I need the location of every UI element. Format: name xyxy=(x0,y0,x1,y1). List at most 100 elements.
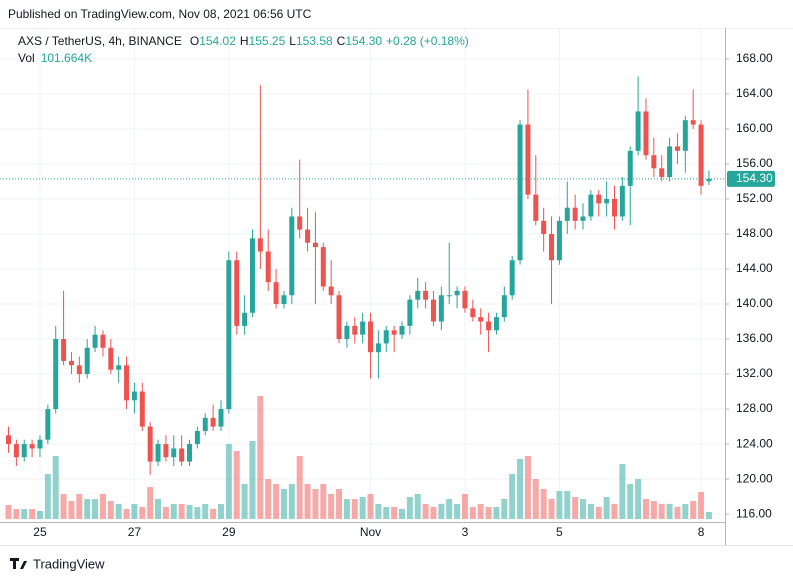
volume-bar xyxy=(29,509,36,519)
volume-bar xyxy=(257,396,264,519)
candle-body xyxy=(37,439,43,449)
candle-body xyxy=(659,168,665,178)
volume-bar xyxy=(351,499,358,519)
volume-bar xyxy=(265,479,272,519)
volume-bar xyxy=(595,507,602,519)
volume-bar xyxy=(13,509,20,519)
volume-bar xyxy=(178,503,185,519)
candle-body xyxy=(643,111,649,156)
volume-bar xyxy=(343,499,350,519)
x-tick-label: 3 xyxy=(462,525,469,539)
candle-body xyxy=(611,198,617,217)
last-price-box xyxy=(727,170,775,187)
volume-bar xyxy=(603,497,610,519)
candle-body xyxy=(352,325,358,335)
candle-body xyxy=(438,295,444,322)
candle-body xyxy=(320,247,326,287)
volume-bar xyxy=(501,499,508,519)
candle-body xyxy=(155,444,161,462)
candle-body xyxy=(139,391,145,427)
candle-body xyxy=(627,150,633,186)
volume-bar xyxy=(328,493,335,519)
volume-bar xyxy=(611,503,618,519)
legend-change: +0.28 (+0.18%) xyxy=(386,34,469,48)
volume-bar xyxy=(131,503,138,519)
volume-bar xyxy=(44,473,51,519)
volume-bar xyxy=(635,479,642,519)
y-tick-label: 140.00 xyxy=(736,296,773,310)
candle-body xyxy=(202,417,208,431)
volume-bar xyxy=(210,509,217,519)
candle-body xyxy=(690,120,696,125)
top-border xyxy=(0,28,793,29)
volume-bar xyxy=(587,503,594,519)
volume-bar xyxy=(139,507,146,519)
volume-bar xyxy=(155,499,162,519)
candle-body xyxy=(234,260,240,326)
volume-bar xyxy=(580,499,587,519)
y-tick-label: 152.00 xyxy=(736,191,773,205)
logo: TradingView xyxy=(10,556,105,571)
volume-bar xyxy=(532,479,539,519)
candle-body xyxy=(13,444,19,458)
logo-icon xyxy=(10,558,27,569)
volume-bar xyxy=(406,497,413,519)
candle-body xyxy=(187,444,193,462)
x-tick-label: 27 xyxy=(128,525,142,539)
volume-bar xyxy=(217,503,224,519)
candle-body xyxy=(375,343,381,353)
candle-body xyxy=(265,251,271,283)
volume-bar xyxy=(698,491,705,519)
candle-body xyxy=(517,124,523,261)
volume-bar xyxy=(249,441,256,519)
volume-bar xyxy=(674,507,681,519)
volume-bar xyxy=(162,507,169,519)
candle-body xyxy=(281,295,287,305)
volume-bar xyxy=(186,505,193,519)
volume-bar xyxy=(288,483,295,519)
volume-bar xyxy=(312,489,319,519)
candle-body xyxy=(454,290,460,296)
candle-body xyxy=(29,444,35,449)
volume-bar xyxy=(564,491,571,519)
volume-bar xyxy=(658,503,665,519)
volume-bar xyxy=(36,511,43,519)
volume-bar xyxy=(461,493,468,519)
candle-body xyxy=(399,325,405,335)
legend-value: 154.02 xyxy=(199,34,236,48)
candle-body xyxy=(226,260,232,410)
candle-body xyxy=(486,321,492,331)
legend-value: 153.58 xyxy=(296,34,333,48)
candle-body xyxy=(179,448,185,462)
volume-bar xyxy=(469,507,476,519)
candle-body xyxy=(131,391,137,401)
volume-bar xyxy=(84,499,91,519)
volume-bar xyxy=(391,507,398,519)
candle-body xyxy=(533,194,539,221)
volume-bar xyxy=(430,507,437,519)
candle-body xyxy=(549,233,555,261)
volume-bar xyxy=(194,507,201,519)
candle-body xyxy=(171,448,177,458)
candle-body xyxy=(100,334,106,348)
volume-bar xyxy=(99,493,106,519)
symbol: AXS / TetherUS, 4h, BINANCE xyxy=(18,34,182,48)
volume-bar xyxy=(92,499,99,519)
volume-legend: Vol 101.664K xyxy=(18,51,92,65)
candle-body xyxy=(619,185,625,217)
candle-body xyxy=(6,435,11,445)
candle-body xyxy=(194,430,200,445)
volume-bar xyxy=(202,503,209,519)
candle-body xyxy=(360,321,366,335)
candle-body xyxy=(218,409,224,427)
volume-bar xyxy=(540,489,547,519)
candle-body xyxy=(541,220,547,234)
x-tick-label: 5 xyxy=(556,525,563,539)
candle-body xyxy=(430,299,436,322)
volume-bar xyxy=(485,507,492,519)
volume-value: 101.664K xyxy=(41,51,92,65)
candle-body xyxy=(84,347,90,375)
volume-bar xyxy=(147,487,154,519)
